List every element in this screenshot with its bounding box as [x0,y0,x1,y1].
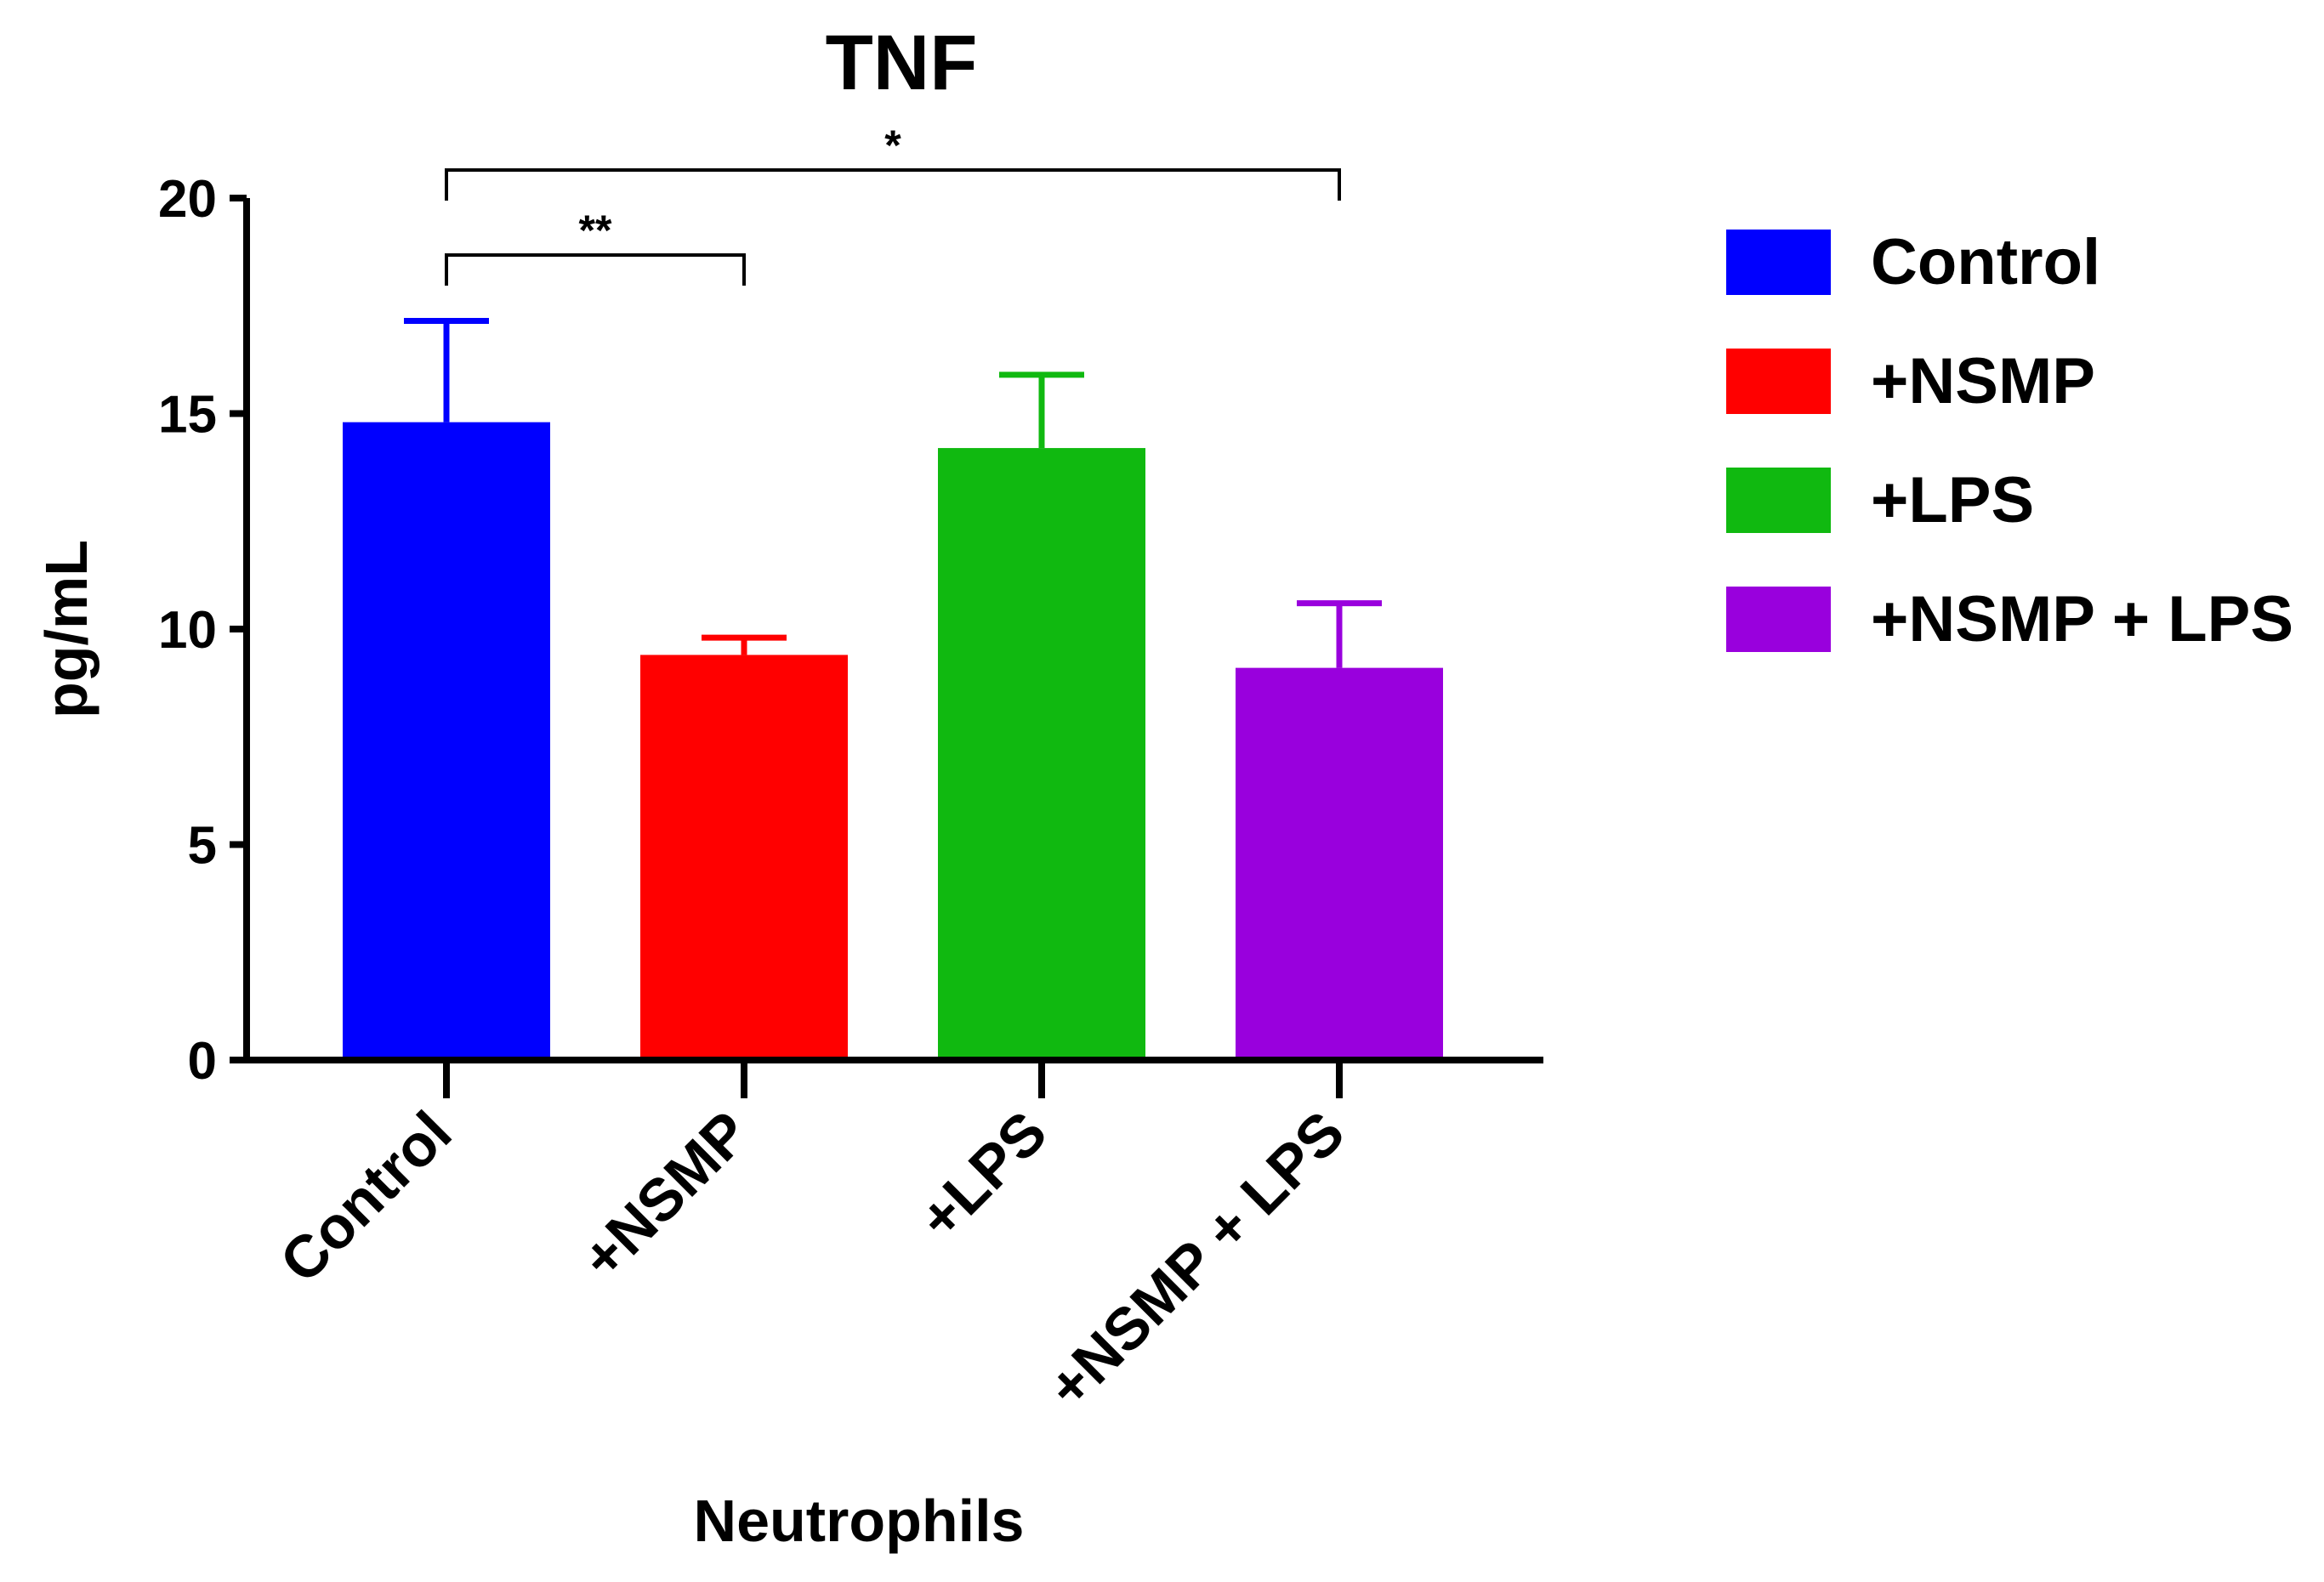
y-tick-label-2: 10 [158,601,217,660]
x-tick-label-2: +LPS [906,1098,1059,1251]
bar-0 [343,422,550,1060]
significance-bracket-0 [445,253,746,286]
significance-label-0: ** [579,207,612,254]
legend-label-3: +NSMP + LPS [1871,583,2293,655]
legend-swatch-0 [1726,230,1831,295]
legend: Control +NSMP +LPS +NSMP + LPS [1726,226,2293,655]
y-tick-label-4: 20 [158,170,217,229]
x-tick-label-0: Control [268,1098,464,1295]
legend-swatch-3 [1726,587,1831,652]
legend-swatch-2 [1726,468,1831,533]
y-axis-title: pg/mL [33,540,99,718]
chart-title: TNF [826,20,978,106]
bar-2 [938,448,1145,1060]
legend-label-2: +LPS [1871,464,2034,536]
x-ticks-layer: Control +NSMP +LPS+NSMP + LPS [268,1060,1357,1420]
y-tick-label-0: 0 [188,1032,217,1091]
bars-layer [343,422,1443,1060]
legend-label-0: Control [1871,226,2100,298]
legend-label-1: +NSMP [1871,345,2095,417]
y-tick-label-3: 15 [158,386,217,445]
y-ticks-layer: 0 5 10 15 20 [158,170,247,1091]
x-axis-title: Neutrophils [694,1488,1025,1554]
significance-bracket-1 [445,168,1341,201]
bar-1 [640,655,848,1060]
bar-3 [1236,667,1443,1060]
x-tick-label-3: +NSMP + LPS [1035,1098,1357,1420]
errorbars-layer [404,317,1382,668]
legend-swatch-1 [1726,349,1831,414]
significance-layer: *** [445,122,1341,286]
y-tick-label-1: 5 [188,817,217,876]
x-tick-label-1: +NSMP [569,1098,762,1291]
significance-label-1: * [884,122,901,169]
